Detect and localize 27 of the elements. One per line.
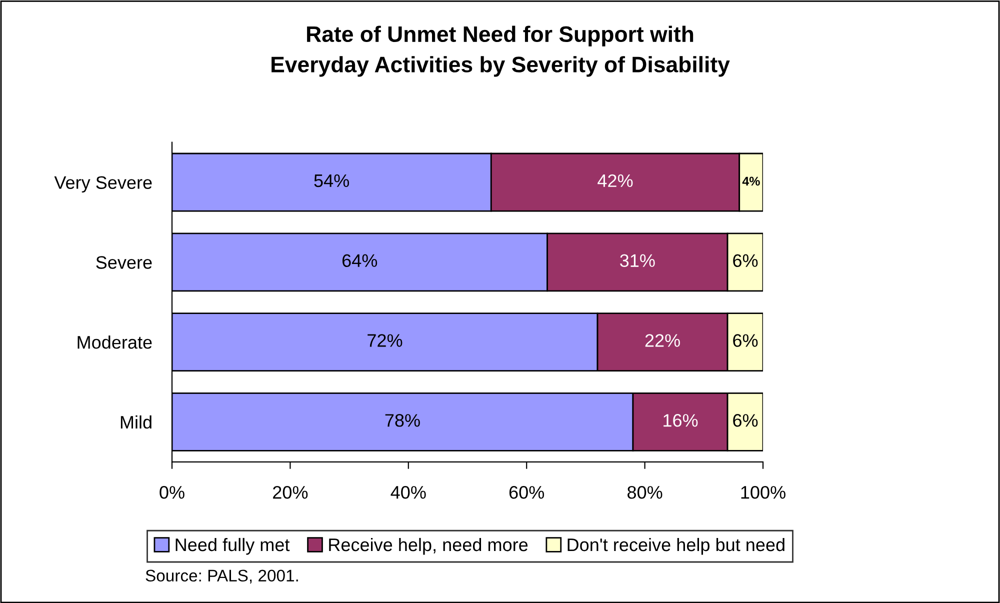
y-tick-label: Severe [96,256,152,269]
x-tick-label: 80% [628,486,662,499]
data-label: 6% [733,334,758,347]
data-label: 64% [342,254,378,267]
data-label: 6% [733,414,758,427]
y-tick-label: Very Severe [54,176,152,193]
source-note: Source: PALS, 2001. [146,570,298,584]
data-label: 4% [742,176,760,186]
x-tick-label: 0% [160,486,184,499]
chart-title: Rate of Unmet Need for Support with Everyday Activities by Severity of Disability [272,26,730,77]
data-label: 78% [385,414,420,427]
y-tick-label: Moderate [78,336,152,349]
x-tick-label: 60% [509,486,544,499]
legend-label: Receive help, need more [329,538,528,555]
data-label: 16% [664,414,698,427]
x-tick-label: 40% [390,486,426,499]
data-label: 72% [368,334,402,347]
x-tick-label: 100% [741,486,786,499]
data-label: 42% [598,174,633,188]
data-label: 31% [620,254,655,267]
data-label: 6% [733,254,758,267]
data-label: 22% [645,334,680,347]
legend-label: Don't receive help but need [568,538,784,555]
x-tick-label: 20% [273,486,308,499]
legend-label: Need fully met [176,538,290,555]
y-tick-label: Mild [120,415,152,429]
data-label: 54% [314,174,349,188]
